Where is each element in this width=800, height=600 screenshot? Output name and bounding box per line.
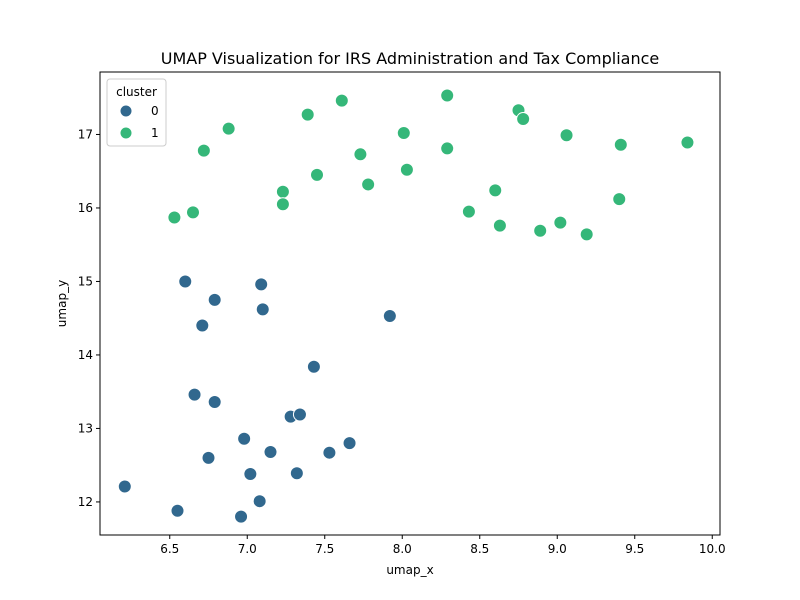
data-point-cluster-0 [234, 509, 249, 524]
data-point-cluster-0 [201, 450, 216, 465]
data-point-cluster-0 [382, 308, 397, 323]
y-tick-label: 12 [78, 495, 93, 509]
x-tick-label: 9.0 [548, 542, 567, 556]
data-point-cluster-0 [252, 494, 267, 509]
data-point-cluster-0 [342, 436, 357, 451]
plot-frame [99, 71, 721, 536]
data-point-cluster-0 [243, 467, 258, 482]
data-point-cluster-0 [292, 407, 307, 422]
data-point-cluster-1 [492, 218, 507, 233]
data-point-cluster-0 [306, 359, 321, 374]
data-point-cluster-0 [178, 274, 193, 289]
data-point-cluster-1 [399, 162, 414, 177]
x-tick-label: 10.0 [699, 542, 726, 556]
data-point-cluster-0 [289, 466, 304, 481]
legend-label-0: 0 [151, 104, 159, 118]
y-tick-label: 13 [78, 421, 93, 435]
data-point-cluster-1 [461, 204, 476, 219]
data-point-cluster-0 [170, 503, 185, 518]
data-point-cluster-1 [553, 215, 568, 230]
legend: cluster 0 1 [106, 78, 167, 147]
data-point-cluster-1 [221, 121, 236, 136]
data-point-cluster-1 [680, 135, 695, 150]
legend-marker-0 [119, 104, 133, 118]
data-point-cluster-1 [300, 107, 315, 122]
x-tick-label: 7.0 [238, 542, 257, 556]
y-axis-label: umap_y [55, 280, 69, 327]
data-point-cluster-1 [613, 137, 628, 152]
y-axis-ticks: 12 13 14 15 16 17 [78, 127, 100, 509]
data-point-cluster-1 [275, 184, 290, 199]
y-tick-label: 14 [78, 348, 93, 362]
legend-marker-1 [119, 126, 133, 140]
data-point-cluster-1 [353, 147, 368, 162]
data-point-cluster-1 [559, 128, 574, 143]
legend-title: cluster [116, 85, 157, 99]
data-point-cluster-0 [195, 318, 210, 333]
points-layer [117, 88, 695, 524]
data-point-cluster-1 [167, 210, 182, 225]
y-tick-label: 17 [78, 127, 93, 141]
x-tick-label: 8.5 [470, 542, 489, 556]
data-point-cluster-0 [187, 387, 202, 402]
data-point-cluster-1 [186, 205, 200, 220]
data-point-cluster-1 [516, 112, 531, 127]
x-tick-label: 9.5 [625, 542, 644, 556]
data-point-cluster-1 [275, 197, 290, 212]
data-point-cluster-0 [263, 444, 278, 459]
x-axis-ticks: 6.5 7.0 7.5 8.0 8.5 9.0 9.5 10.0 [160, 535, 726, 556]
data-point-cluster-1 [488, 183, 503, 198]
x-tick-label: 7.5 [315, 542, 334, 556]
data-point-cluster-0 [237, 431, 252, 446]
legend-label-1: 1 [151, 126, 159, 140]
data-point-cluster-1 [361, 177, 376, 192]
x-tick-label: 6.5 [160, 542, 179, 556]
data-point-cluster-1 [334, 93, 349, 108]
y-tick-label: 16 [78, 201, 93, 215]
data-point-cluster-1 [310, 167, 324, 182]
data-point-cluster-0 [322, 445, 337, 460]
data-point-cluster-1 [612, 192, 627, 207]
chart-title: UMAP Visualization for IRS Administratio… [161, 49, 660, 68]
data-point-cluster-1 [396, 125, 411, 140]
data-point-cluster-1 [196, 143, 211, 158]
data-point-cluster-1 [533, 223, 548, 238]
x-tick-label: 8.0 [393, 542, 412, 556]
x-axis-label: umap_x [386, 563, 433, 577]
data-point-cluster-0 [207, 394, 222, 409]
data-point-cluster-0 [117, 479, 132, 494]
data-point-cluster-0 [254, 277, 269, 292]
data-point-cluster-0 [207, 292, 222, 307]
data-point-cluster-1 [440, 88, 455, 103]
data-point-cluster-1 [440, 141, 455, 156]
y-tick-label: 15 [78, 274, 93, 288]
data-point-cluster-0 [255, 302, 270, 317]
data-point-cluster-1 [579, 227, 594, 242]
